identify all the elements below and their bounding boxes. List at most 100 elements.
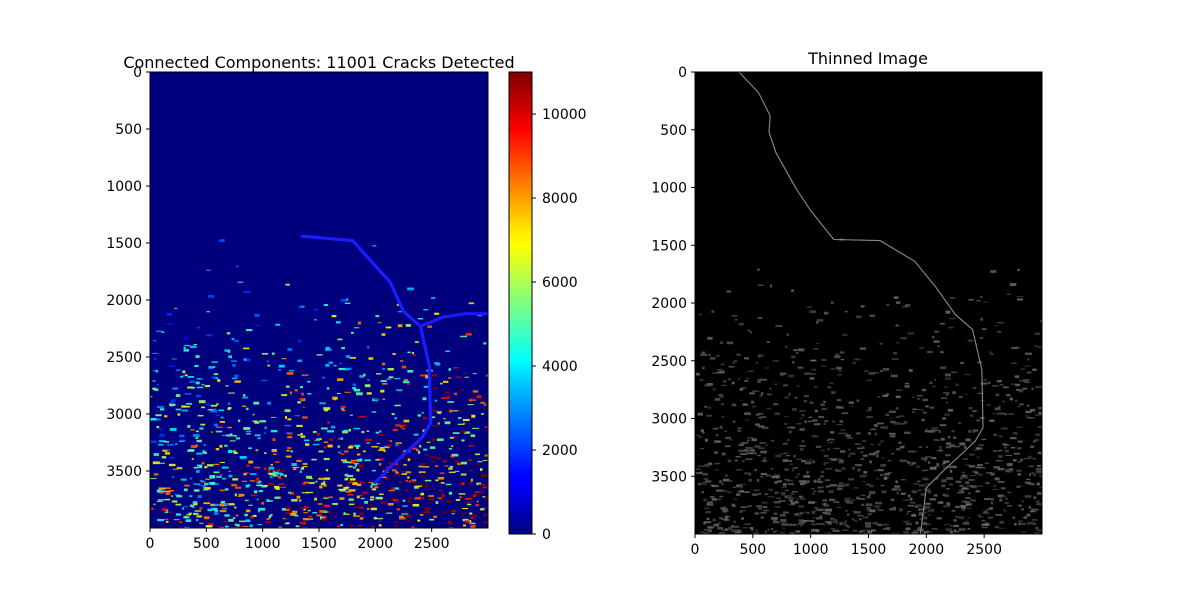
left-speckle <box>274 461 280 464</box>
left-speckle <box>469 517 474 519</box>
right-speckle <box>955 516 960 518</box>
right-speckle <box>844 497 851 500</box>
left-speckle <box>159 488 164 490</box>
right-speckle <box>1012 516 1016 519</box>
right-speckle <box>823 462 826 466</box>
left-speckle <box>302 406 306 408</box>
right-speckle <box>850 499 856 501</box>
right-speckle <box>751 493 759 496</box>
left-speckle <box>382 368 386 370</box>
left-speckle <box>184 374 188 377</box>
right-speckle <box>986 403 991 406</box>
colorbar-tick-label: 2000 <box>542 443 578 459</box>
right-speckle <box>890 420 896 424</box>
right-speckle <box>724 430 728 433</box>
right-speckle <box>803 400 808 403</box>
right-speckle <box>732 361 736 364</box>
left-speckle <box>355 392 363 396</box>
left-speckle <box>415 505 420 507</box>
left-speckle <box>467 459 472 461</box>
left-speckle <box>354 506 361 509</box>
right-speckle <box>702 532 709 534</box>
right-speckle <box>848 455 851 457</box>
left-speckle <box>405 488 409 492</box>
left-speckle <box>323 504 330 508</box>
left-speckle <box>294 415 300 417</box>
left-speckle <box>158 462 165 464</box>
right-speckle <box>1017 405 1020 407</box>
left-speckle <box>420 492 425 496</box>
left-x-tick-label: 2000 <box>358 536 394 552</box>
right-speckle <box>1032 440 1037 443</box>
right-speckle <box>721 508 728 510</box>
right-speckle <box>772 530 777 534</box>
left-speckle <box>255 449 259 452</box>
left-speckle <box>193 466 199 469</box>
right-speckle <box>883 474 890 477</box>
right-speckle <box>945 442 952 445</box>
right-speckle <box>748 478 752 482</box>
right-speckle <box>965 481 970 485</box>
right-speckle <box>790 523 796 527</box>
right-speckle <box>934 429 941 431</box>
right-speckle <box>924 430 932 433</box>
right-speckle <box>848 401 855 404</box>
right-speckle <box>899 415 905 417</box>
left-speckle <box>437 411 441 415</box>
left-speckle <box>406 497 412 500</box>
left-speckle <box>171 476 175 478</box>
right-speckle <box>716 433 719 437</box>
left-speckle <box>323 497 329 499</box>
left-speckle <box>216 414 220 416</box>
left-speckle <box>440 482 445 484</box>
left-speckle <box>480 468 483 471</box>
left-speckle <box>270 429 278 433</box>
left-feature-1 <box>418 312 488 328</box>
left-speckle <box>392 353 396 356</box>
left-speckle <box>195 437 199 439</box>
right-speckle <box>920 493 926 496</box>
right-speckle <box>862 440 867 442</box>
right-x-tick-label: 1000 <box>793 542 829 558</box>
right-speckle <box>726 341 734 345</box>
left-speckle <box>349 356 357 359</box>
right-speckle <box>846 513 850 516</box>
right-speckle <box>913 530 919 532</box>
right-speckle <box>725 436 732 440</box>
right-speckle <box>718 517 723 519</box>
right-speckle <box>945 310 951 314</box>
left-speckle <box>340 453 345 455</box>
left-speckle <box>183 337 188 340</box>
left-speckle <box>297 339 302 343</box>
right-speckle <box>714 440 721 443</box>
right-speckle <box>970 475 977 477</box>
left-speckle <box>344 513 350 515</box>
left-speckle <box>303 512 308 514</box>
right-speckle <box>852 510 856 513</box>
right-speckle <box>699 313 702 316</box>
left-speckle <box>159 433 165 437</box>
left-speckle <box>348 502 356 505</box>
right-speckle <box>853 511 861 514</box>
right-speckle <box>921 418 925 422</box>
left-speckle <box>379 501 387 504</box>
right-speckle <box>788 483 795 485</box>
right-speckle <box>939 424 947 427</box>
right-speckle <box>732 486 736 488</box>
right-speckle <box>956 530 960 533</box>
right-speckle <box>949 530 954 534</box>
right-speckle <box>932 386 936 388</box>
right-speckle <box>860 305 864 308</box>
left-speckle <box>480 401 485 404</box>
left-speckle <box>153 357 157 361</box>
right-speckle <box>833 518 838 522</box>
left-speckle <box>436 410 442 414</box>
right-speckle <box>1019 380 1027 382</box>
left-speckle <box>476 500 479 503</box>
right-speckle <box>864 370 869 372</box>
right-speckle <box>793 524 798 526</box>
right-y-tick-label: 1500 <box>651 238 687 254</box>
right-speckle <box>800 448 804 451</box>
right-speckle <box>1040 319 1042 323</box>
right-speckle <box>890 374 898 378</box>
